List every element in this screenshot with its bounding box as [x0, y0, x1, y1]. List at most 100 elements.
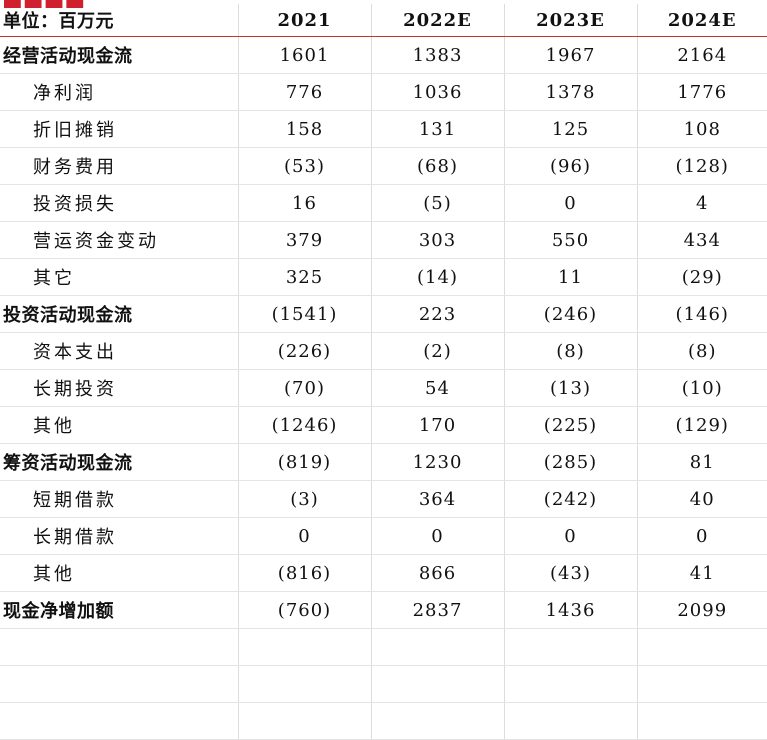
- cell-value: 2837: [371, 591, 505, 629]
- cell-value: 0: [637, 517, 767, 555]
- cell-value: 108: [637, 110, 767, 148]
- cell-value: 81: [637, 443, 767, 481]
- cell-value: (246): [504, 295, 638, 333]
- cell-value: (29): [637, 258, 767, 296]
- row-label: 折旧摊销: [0, 110, 239, 148]
- row-label: 财务费用: [0, 147, 239, 185]
- cell-value: 1230: [371, 443, 505, 481]
- cell-value: (68): [371, 147, 505, 185]
- cell-value: 11: [504, 258, 638, 296]
- cell-value: 2164: [637, 36, 767, 74]
- section-row: 投资活动现金流 (1541) 223 (246) (146): [0, 295, 767, 333]
- cell-value: 866: [371, 554, 505, 592]
- cell-value: (8): [637, 332, 767, 370]
- empty-cell: [238, 702, 372, 740]
- cell-value: (146): [637, 295, 767, 333]
- unit-label: 单位：百万元: [0, 4, 239, 37]
- header-row: 单位：百万元 2021 2022E 2023E 2024E: [0, 4, 767, 37]
- cell-value: 1776: [637, 73, 767, 111]
- cell-value: (226): [238, 332, 372, 370]
- table-row: 投资损失 16 (5) 0 4: [0, 184, 767, 222]
- cell-value: 1967: [504, 36, 638, 74]
- year-header-2024e: 2024E: [637, 4, 767, 37]
- empty-cell: [371, 665, 505, 703]
- cell-value: 0: [238, 517, 372, 555]
- table-row: 净利润 776 1036 1378 1776: [0, 73, 767, 111]
- cell-value: 4: [637, 184, 767, 222]
- cell-value: 0: [504, 184, 638, 222]
- row-label: 筹资活动现金流: [0, 443, 239, 481]
- empty-cell: [637, 628, 767, 666]
- cell-value: (2): [371, 332, 505, 370]
- cell-value: 16: [238, 184, 372, 222]
- cell-value: 1601: [238, 36, 372, 74]
- table-row: 其他 (816) 866 (43) 41: [0, 554, 767, 592]
- cash-flow-table-body: 单位：百万元 2021 2022E 2023E 2024E 经营活动现金流 160…: [0, 4, 767, 740]
- cell-value: (5): [371, 184, 505, 222]
- cell-value: 1378: [504, 73, 638, 111]
- cell-value: (3): [238, 480, 372, 518]
- cell-value: 364: [371, 480, 505, 518]
- cell-value: 379: [238, 221, 372, 259]
- empty-cell: [504, 665, 638, 703]
- cell-value: 40: [637, 480, 767, 518]
- cell-value: (225): [504, 406, 638, 444]
- cell-value: 1383: [371, 36, 505, 74]
- row-label: 投资损失: [0, 184, 239, 222]
- cell-value: 1436: [504, 591, 638, 629]
- table-row: 其他 (1246) 170 (225) (129): [0, 406, 767, 444]
- row-label: 营运资金变动: [0, 221, 239, 259]
- empty-row: [0, 702, 767, 740]
- table-row: 其它 325 (14) 11 (29): [0, 258, 767, 296]
- cell-value: 41: [637, 554, 767, 592]
- cell-value: (819): [238, 443, 372, 481]
- empty-cell: [0, 628, 239, 666]
- cell-value: (53): [238, 147, 372, 185]
- section-row: 现金净增加额 (760) 2837 1436 2099: [0, 591, 767, 629]
- cell-value: 125: [504, 110, 638, 148]
- cell-value: (128): [637, 147, 767, 185]
- table-row: 长期借款 0 0 0 0: [0, 517, 767, 555]
- empty-cell: [637, 665, 767, 703]
- cell-value: (242): [504, 480, 638, 518]
- empty-cell: [637, 702, 767, 740]
- empty-row: [0, 665, 767, 703]
- section-row: 筹资活动现金流 (819) 1230 (285) 81: [0, 443, 767, 481]
- row-label: 长期投资: [0, 369, 239, 407]
- row-label: 现金净增加额: [0, 591, 239, 629]
- cell-value: (816): [238, 554, 372, 592]
- empty-cell: [504, 628, 638, 666]
- table-row: 折旧摊销 158 131 125 108: [0, 110, 767, 148]
- row-label: 其他: [0, 554, 239, 592]
- row-label: 短期借款: [0, 480, 239, 518]
- cell-value: 434: [637, 221, 767, 259]
- cell-value: 223: [371, 295, 505, 333]
- year-header-2021: 2021: [238, 4, 372, 37]
- empty-row: [0, 628, 767, 666]
- table-row: 短期借款 (3) 364 (242) 40: [0, 480, 767, 518]
- empty-cell: [371, 628, 505, 666]
- row-label: 长期借款: [0, 517, 239, 555]
- row-label: 投资活动现金流: [0, 295, 239, 333]
- cell-value: 158: [238, 110, 372, 148]
- cell-value: 776: [238, 73, 372, 111]
- table-row: 营运资金变动 379 303 550 434: [0, 221, 767, 259]
- row-label: 资本支出: [0, 332, 239, 370]
- cell-value: (96): [504, 147, 638, 185]
- cell-value: (70): [238, 369, 372, 407]
- cell-value: (1541): [238, 295, 372, 333]
- cash-flow-table: 单位：百万元 2021 2022E 2023E 2024E 经营活动现金流 160…: [0, 4, 767, 740]
- cell-value: 0: [504, 517, 638, 555]
- empty-cell: [238, 665, 372, 703]
- empty-cell: [504, 702, 638, 740]
- section-row: 经营活动现金流 1601 1383 1967 2164: [0, 36, 767, 74]
- cell-value: (8): [504, 332, 638, 370]
- table-row: 财务费用 (53) (68) (96) (128): [0, 147, 767, 185]
- cell-value: 54: [371, 369, 505, 407]
- cell-value: 2099: [637, 591, 767, 629]
- cell-value: (760): [238, 591, 372, 629]
- cell-value: (13): [504, 369, 638, 407]
- cell-value: 0: [371, 517, 505, 555]
- empty-cell: [0, 702, 239, 740]
- empty-cell: [238, 628, 372, 666]
